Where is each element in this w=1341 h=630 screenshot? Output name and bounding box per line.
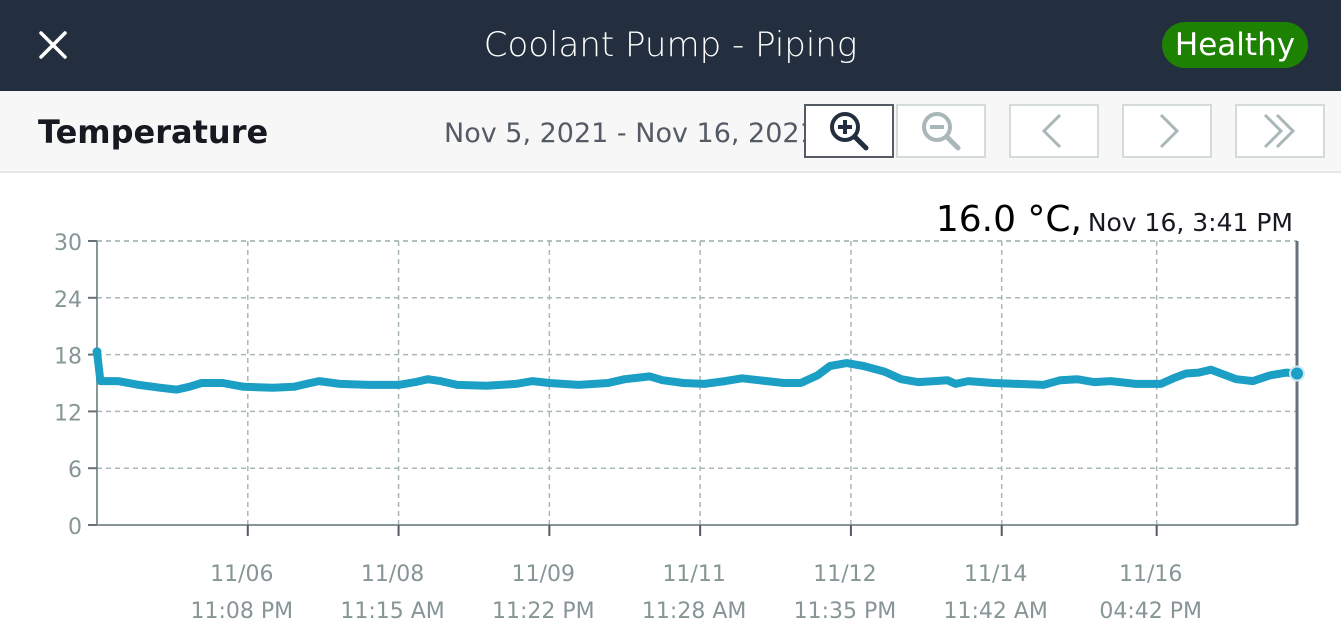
chevron-right-icon bbox=[1159, 113, 1180, 149]
y-tick-label: 0 bbox=[68, 515, 82, 540]
x-tick-date: 11/11 bbox=[662, 562, 725, 587]
start-point bbox=[92, 347, 102, 357]
zoom-in-icon bbox=[830, 112, 869, 151]
y-tick-label: 18 bbox=[54, 345, 82, 370]
x-tick-time: 11:35 PM bbox=[794, 599, 897, 624]
metric-title: Temperature bbox=[38, 113, 269, 151]
next-button[interactable] bbox=[1122, 104, 1212, 158]
x-tick-time: 04:42 PM bbox=[1099, 599, 1202, 624]
x-tick-time: 11:28 AM bbox=[642, 599, 746, 624]
x-axis-ticks: 11/06 11:08 PM 11/08 11:15 AM 11/09 11:22 PM 1… bbox=[190, 525, 1202, 624]
status-badge: Healthy bbox=[1162, 22, 1308, 68]
x-tick-date: 11/09 bbox=[512, 562, 575, 587]
x-tick-date: 11/06 bbox=[210, 562, 273, 587]
y-tick-label: 30 bbox=[54, 231, 82, 256]
chart-toolbar: Temperature Nov 5, 2021 - Nov 16, 2021 bbox=[0, 91, 1341, 173]
cursor-point[interactable] bbox=[1289, 365, 1305, 382]
x-tick-date: 11/16 bbox=[1119, 562, 1182, 587]
readout-value: 16.0 °C, bbox=[936, 199, 1082, 240]
previous-button[interactable] bbox=[1009, 104, 1099, 158]
x-tick-date: 11/12 bbox=[813, 562, 876, 587]
zoom-out-icon bbox=[922, 112, 961, 151]
x-tick-time: 11:15 AM bbox=[340, 599, 444, 624]
y-tick-label: 6 bbox=[68, 458, 82, 483]
chart-grid bbox=[97, 240, 1297, 525]
header-bar: Coolant Pump - Piping Healthy bbox=[0, 0, 1341, 91]
y-tick-label: 24 bbox=[54, 288, 82, 313]
zoom-in-button[interactable] bbox=[804, 104, 894, 158]
chevron-left-icon bbox=[1041, 113, 1062, 149]
zoom-out-button[interactable] bbox=[896, 104, 986, 158]
x-tick-date: 11/14 bbox=[964, 562, 1027, 587]
latest-button[interactable] bbox=[1235, 104, 1325, 158]
y-axis-ticks: 0 6 12 18 24 30 bbox=[54, 231, 97, 540]
x-tick-time: 11:42 AM bbox=[943, 599, 1047, 624]
close-icon bbox=[39, 31, 67, 59]
x-tick-date: 11/08 bbox=[361, 562, 424, 587]
series-line bbox=[93, 347, 1301, 394]
close-button[interactable] bbox=[34, 26, 72, 64]
readout-time: Nov 16, 3:41 PM bbox=[1088, 208, 1293, 237]
x-tick-time: 11:22 PM bbox=[492, 599, 595, 624]
y-tick-label: 12 bbox=[54, 401, 82, 426]
asset-title: Coolant Pump - Piping bbox=[483, 25, 858, 65]
double-chevron-right-icon bbox=[1263, 113, 1296, 149]
x-tick-time: 11:08 PM bbox=[190, 599, 293, 624]
date-range: Nov 5, 2021 - Nov 16, 2021 bbox=[444, 118, 817, 149]
